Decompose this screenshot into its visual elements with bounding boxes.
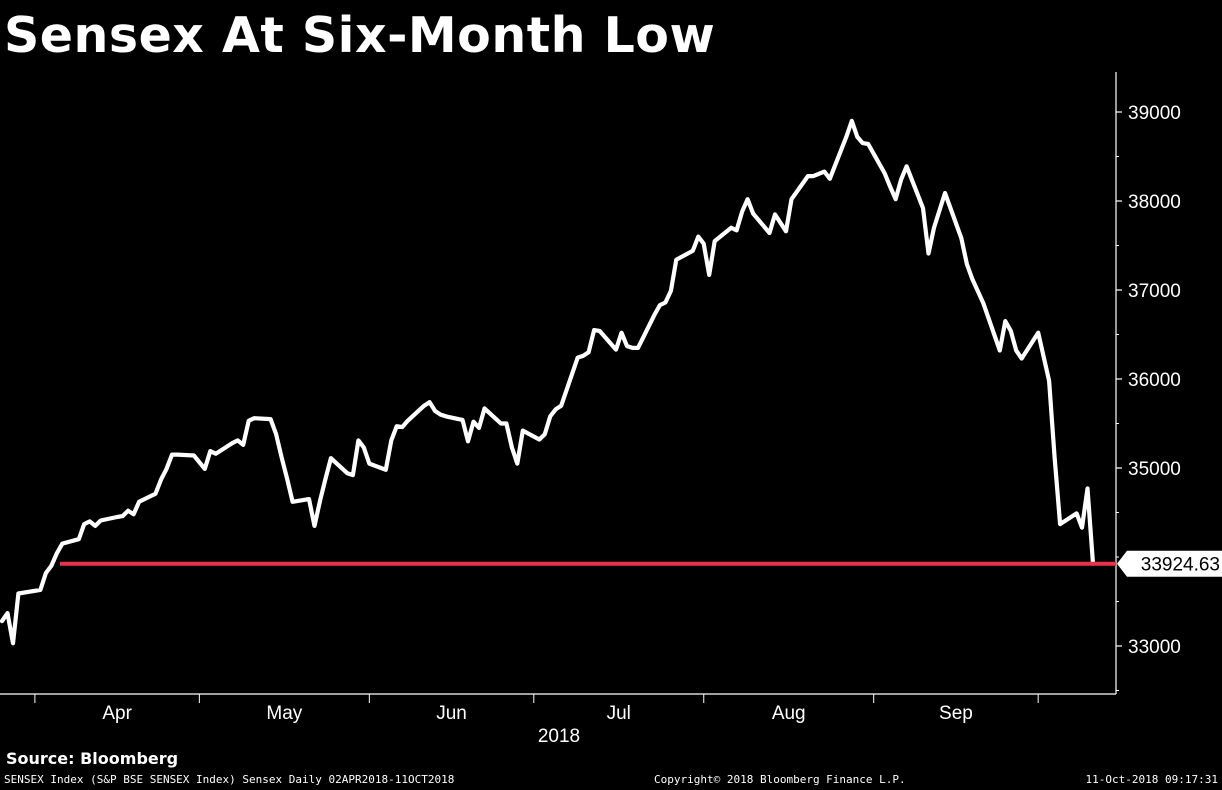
x-tick-label: Jun: [436, 703, 467, 724]
chart-title: Sensex At Six-Month Low: [4, 7, 716, 64]
series-layer: [0, 118, 1096, 646]
x-tick-label: May: [266, 703, 302, 724]
y-tick-label: 39000: [1128, 103, 1181, 124]
last-value-callout: 33924.63: [1117, 550, 1222, 577]
y-tick-label: 36000: [1128, 370, 1181, 391]
footer-timestamp: 11-Oct-2018 09:17:31: [1085, 773, 1218, 786]
source-note: Source: Bloomberg: [6, 749, 179, 768]
y-tick-label: 37000: [1128, 281, 1181, 302]
y-tick-label: 38000: [1128, 192, 1181, 213]
x-year-label: 2018: [538, 726, 580, 747]
footer-ticker-info: SENSEX Index (S&P BSE SENSEX Index) Sens…: [4, 773, 455, 786]
last-value-box: [1117, 550, 1222, 577]
footer-copyright: Copyright© 2018 Bloomberg Finance L.P.: [654, 773, 906, 786]
x-tick-label: Apr: [102, 703, 132, 724]
axis-layer: [0, 72, 1117, 695]
tick-layer: 39000 38000 37000 36000 35000 33000 Apr May Jun J…: [34, 103, 1222, 747]
y-tick-label: 33000: [1128, 637, 1181, 658]
last-value-label: 33924.63: [1141, 555, 1220, 576]
x-tick-label: Sep: [939, 703, 973, 724]
y-tick-label: 35000: [1128, 459, 1181, 480]
x-tick-label: Aug: [772, 703, 806, 724]
x-tick-label: Jul: [607, 703, 631, 724]
series-line: [0, 118, 1096, 646]
